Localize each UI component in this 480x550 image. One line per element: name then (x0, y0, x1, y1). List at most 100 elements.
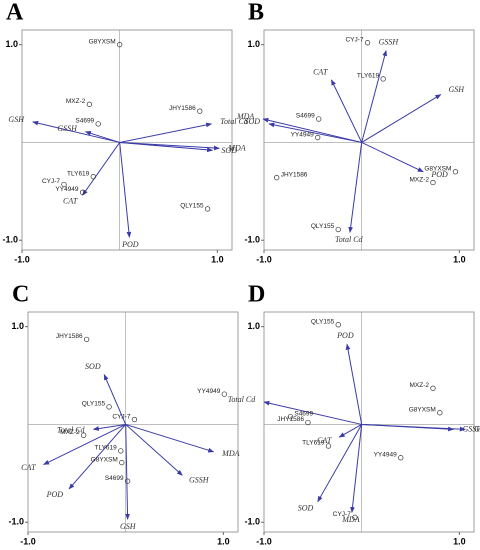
sample-label: G8YXSM (424, 165, 451, 172)
sample-point (305, 419, 311, 426)
sample-label: TLY619 (302, 440, 325, 447)
loading-arrow (262, 117, 362, 143)
sample-label: JHY1586 (281, 171, 308, 178)
vector-label: MDA (236, 112, 254, 121)
vector-label: GSH (474, 425, 480, 434)
plot-frame (21, 29, 233, 251)
vector-label: SOD (244, 117, 260, 126)
sample-point (119, 459, 125, 466)
x-tick-label: 1.0 (217, 536, 230, 546)
sample-label: TLY619 (94, 445, 117, 452)
vector-label: SOD (221, 146, 237, 155)
sample-label: CYJ-7 (345, 36, 363, 43)
loading-arrow (350, 424, 363, 514)
loading-arrow (361, 49, 388, 143)
vector-label: MDA (227, 144, 245, 153)
sample-point (325, 443, 332, 449)
sample-point (430, 385, 436, 391)
sample-label: TLY619 (67, 170, 90, 177)
vector-label: Total Cd (57, 425, 85, 434)
sample-label: S4699 (296, 113, 315, 120)
vector-label: GSSH (57, 124, 78, 133)
sample-label: JHY1586 (56, 333, 83, 340)
sample-label: CYJ-7 (42, 178, 60, 185)
loading-arrow (345, 343, 363, 425)
y-tick-label: 1.0 (11, 321, 24, 331)
vector-label: POD (46, 490, 64, 499)
vector-label: CAT (317, 436, 332, 445)
sample-point (274, 174, 280, 181)
sample-point (430, 179, 436, 186)
y-tick-label: 1.0 (247, 321, 260, 331)
sample-point (221, 391, 227, 397)
plot-frame (27, 311, 239, 533)
sample-point (287, 413, 294, 420)
sample-point (79, 189, 86, 195)
sample-point (81, 432, 87, 438)
sample-label: CYJ-7 (112, 413, 130, 420)
loading-arrow (103, 374, 127, 425)
sample-point (90, 174, 96, 180)
sample-point (380, 76, 386, 82)
vector-label: POD (430, 170, 448, 179)
x-tick-label: -1.0 (14, 254, 30, 264)
sample-point (335, 322, 341, 328)
sample-point (204, 206, 211, 212)
panel-letter: B (248, 0, 264, 26)
x-tick-label: 1.0 (453, 254, 466, 264)
sample-label: S4699 (105, 475, 124, 482)
sample-label: QLY155 (311, 223, 335, 230)
sample-point (197, 108, 203, 114)
loading-arrow (125, 424, 183, 476)
sample-label: TLY619 (357, 73, 380, 80)
x-tick-label: -1.0 (256, 536, 272, 546)
loading-arrow (361, 423, 466, 432)
sample-label: G8YXSM (89, 38, 116, 45)
vector-label: MDA (341, 515, 359, 524)
sample-point (335, 226, 341, 233)
y-tick-label: -1.0 (2, 235, 18, 245)
sample-label: CYJ-7 (333, 511, 351, 518)
sample-point (315, 134, 321, 141)
sample-point (83, 336, 90, 343)
loading-arrow (68, 424, 127, 490)
vector-label: MDA (221, 449, 239, 458)
sample-label: JHY1586 (277, 416, 304, 423)
sample-label: QLY155 (311, 318, 335, 325)
loading-arrow (119, 122, 213, 143)
sample-point (118, 448, 124, 454)
vector-label: GSSH (462, 425, 480, 434)
sample-label: S4699 (75, 118, 94, 125)
sample-point (352, 514, 358, 520)
loading-arrow (268, 122, 362, 143)
vector-label: Total Cd (228, 395, 256, 404)
x-tick-label: -1.0 (20, 536, 36, 546)
panel-letter: A (6, 0, 24, 26)
loading-arrow (119, 142, 132, 238)
x-tick-label: -1.0 (256, 254, 272, 264)
sample-point (117, 42, 123, 48)
sample-label: S4699 (294, 410, 313, 417)
sample-label: JHY1586 (169, 105, 196, 112)
loading-arrow (82, 142, 121, 196)
vector-label: CAT (313, 67, 328, 76)
sample-label: YY4949 (374, 451, 398, 458)
panel-letter: C (12, 282, 29, 308)
loading-arrow (92, 423, 126, 431)
sample-point (95, 121, 101, 127)
sample-point (437, 410, 443, 416)
sample-point (61, 181, 67, 188)
sample-point (131, 416, 138, 423)
y-tick-label: -1.0 (8, 517, 24, 527)
sample-label: MXZ-2 (409, 176, 429, 183)
vector-label: GSH (448, 85, 465, 94)
y-tick-label: 1.0 (247, 39, 260, 49)
sample-label: MXZ-2 (66, 98, 86, 105)
vector-label: SOD (85, 362, 101, 371)
loading-arrow (43, 423, 126, 465)
loading-arrow (338, 424, 362, 438)
sample-point (86, 101, 93, 107)
sample-label: MXZ-2 (60, 429, 80, 436)
vector-label: GSH (120, 522, 137, 531)
